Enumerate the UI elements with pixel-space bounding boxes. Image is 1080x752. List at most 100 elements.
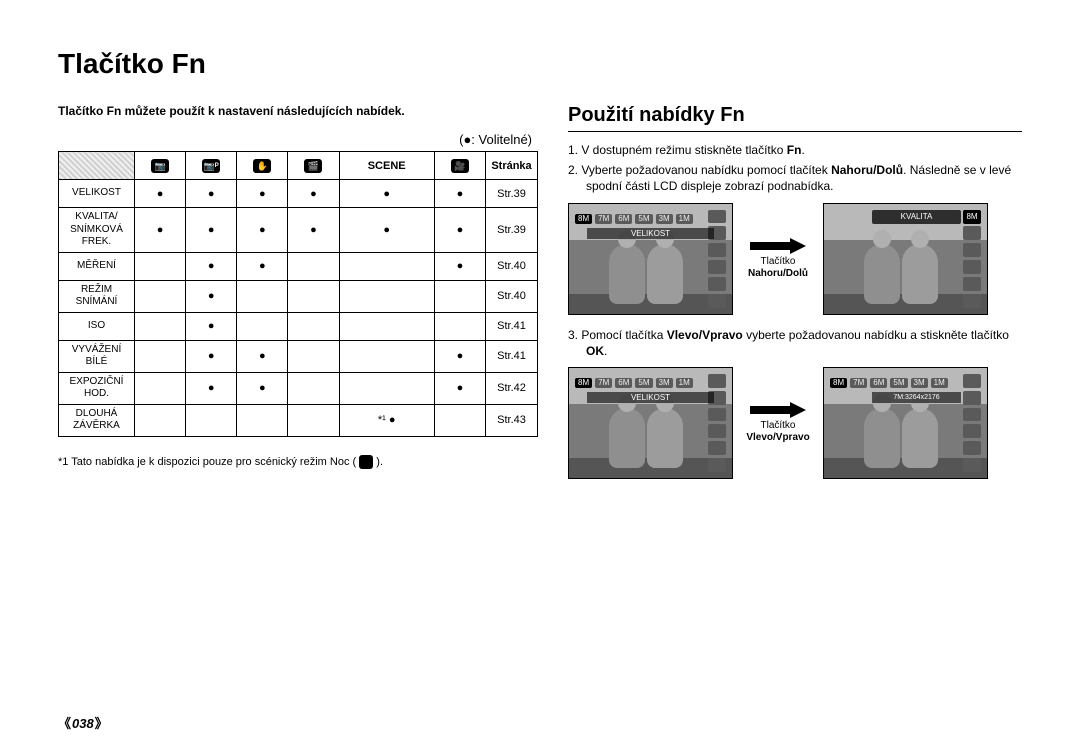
- dot-cell: [135, 340, 186, 372]
- dot-cell: ●: [288, 208, 339, 253]
- row-label: DLOUHÁZÁVĚRKA: [59, 404, 135, 436]
- page-cell: Str.40: [486, 252, 538, 280]
- dot-cell: ●: [186, 280, 237, 312]
- size-chip: 5M: [635, 214, 652, 224]
- dot-cell: [339, 372, 434, 404]
- step2-bold: Nahoru/Dolů: [831, 163, 903, 177]
- dot-cell: [288, 404, 339, 436]
- video-icon: 🎥: [451, 159, 469, 173]
- row-label: REŽIMSNÍMÁNÍ: [59, 280, 135, 312]
- dot-cell: [135, 404, 186, 436]
- dot-cell: ●: [186, 208, 237, 253]
- step-2: 2. Vyberte požadovanou nabídku pomocí tl…: [568, 162, 1022, 194]
- dot-cell: [135, 252, 186, 280]
- camera-p-icon: 📷ᴾ: [202, 159, 220, 173]
- lcd-c-label: VELIKOST: [587, 392, 714, 403]
- dot-cell: ●: [339, 208, 434, 253]
- feature-table: 📷 📷ᴾ ✋ 🎬 SCENE 🎥 Stránka VELIKOST●●●●●●S…: [58, 151, 538, 437]
- step3-post: .: [604, 344, 607, 358]
- th-scene: SCENE: [339, 152, 434, 180]
- lcd-b-label: KVALITA: [872, 210, 961, 224]
- dot-cell: [135, 372, 186, 404]
- dot-cell: *¹ ●: [339, 404, 434, 436]
- th-mode-0: 📷: [135, 152, 186, 180]
- page-cell: Str.41: [486, 340, 538, 372]
- camera-icon: 📷: [151, 159, 169, 173]
- th-mode-3: 🎬: [288, 152, 339, 180]
- page-cell: Str.42: [486, 372, 538, 404]
- dot-cell: ●: [434, 180, 485, 208]
- arrow-updown: Tlačítko Nahoru/Dolů: [741, 238, 815, 280]
- arrow1-line2: Nahoru/Dolů: [748, 268, 808, 279]
- table-row: VYVÁŽENÍBÍLÉ●●●Str.41: [59, 340, 538, 372]
- dot-cell: ●: [434, 340, 485, 372]
- dot-cell: [135, 280, 186, 312]
- size-chip: 7M: [595, 214, 612, 224]
- step1-bold: Fn: [787, 143, 802, 157]
- size-chip: 5M: [890, 378, 907, 388]
- diagram-row-2: 8M7M6M5M3M1M VELIKOST Tlačítko Vlevo/Vpr…: [568, 367, 1022, 479]
- section-rule: [568, 131, 1022, 132]
- lcd-b-rightcol: [963, 210, 981, 308]
- dot-cell: [288, 372, 339, 404]
- step3-b2: OK: [586, 344, 604, 358]
- dot-cell: [434, 404, 485, 436]
- diagram-row-1: 8M7M6M5M3M1M VELIKOST Tlačítko Nahoru/Do…: [568, 203, 1022, 315]
- table-row: MĚŘENÍ●●●Str.40: [59, 252, 538, 280]
- dot-cell: [288, 280, 339, 312]
- footnote-end: ).: [376, 455, 383, 467]
- size-chip: 8M: [575, 214, 592, 224]
- step3-mid: vyberte požadovanou nabídku a stiskněte …: [743, 328, 1009, 342]
- dot-cell: [339, 340, 434, 372]
- step3-b1: Vlevo/Vpravo: [667, 328, 743, 342]
- dot-cell: ●: [186, 312, 237, 340]
- row-label: KVALITA/SNÍMKOVÁFREK.: [59, 208, 135, 253]
- dot-cell: [288, 252, 339, 280]
- dot-cell: [237, 312, 288, 340]
- size-chip: 7M: [595, 378, 612, 388]
- page-cell: Str.39: [486, 208, 538, 253]
- left-column: Tlačítko Fn můžete použít k nastavení ná…: [58, 104, 538, 491]
- size-chip: 3M: [656, 378, 673, 388]
- dot-cell: [237, 280, 288, 312]
- steps-list-2: 3. Pomocí tlačítka Vlevo/Vpravo vyberte …: [568, 327, 1022, 359]
- page-cell: Str.40: [486, 280, 538, 312]
- dot-cell: ●: [237, 372, 288, 404]
- th-page: Stránka: [486, 152, 538, 180]
- dot-cell: [288, 312, 339, 340]
- section-title: Použití nabídky Fn: [568, 104, 1022, 127]
- size-chip: 5M: [635, 378, 652, 388]
- dot-cell: ●: [237, 208, 288, 253]
- size-chip: 6M: [615, 214, 632, 224]
- dot-cell: [339, 280, 434, 312]
- lcd-screen-a: 8M7M6M5M3M1M VELIKOST: [568, 203, 733, 315]
- dot-cell: ●: [135, 180, 186, 208]
- lcd-screen-d: 8M7M6M5M3M1M 7M:3264x2176: [823, 367, 988, 479]
- dot-cell: [339, 252, 434, 280]
- dot-cell: [237, 404, 288, 436]
- size-chip: 6M: [615, 378, 632, 388]
- clapper-icon: 🎬: [304, 159, 322, 173]
- step1-post: .: [801, 143, 804, 157]
- arrow2-line2: Vlevo/Vpravo: [746, 432, 809, 443]
- size-chip: 3M: [656, 214, 673, 224]
- lcd-d-topbar: 8M7M6M5M3M1M: [830, 374, 981, 392]
- page-number: 038: [58, 713, 108, 732]
- arrow-right-icon: [750, 402, 806, 418]
- arrow-leftright: Tlačítko Vlevo/Vpravo: [741, 402, 815, 444]
- row-label: EXPOZIČNÍHOD.: [59, 372, 135, 404]
- night-icon: [359, 455, 373, 469]
- page-cell: Str.43: [486, 404, 538, 436]
- intro-text: Tlačítko Fn můžete použít k nastavení ná…: [58, 104, 538, 118]
- dot-cell: [288, 340, 339, 372]
- table-row: VELIKOST●●●●●●Str.39: [59, 180, 538, 208]
- row-label: VELIKOST: [59, 180, 135, 208]
- dot-cell: [434, 280, 485, 312]
- lcd-screen-c: 8M7M6M5M3M1M VELIKOST: [568, 367, 733, 479]
- dot-cell: ●: [434, 208, 485, 253]
- hand-icon: ✋: [253, 159, 271, 173]
- table-row: KVALITA/SNÍMKOVÁFREK.●●●●●●Str.39: [59, 208, 538, 253]
- th-mode-5: 🎥: [434, 152, 485, 180]
- arrow2-line1: Tlačítko: [760, 420, 795, 431]
- lcd-c-topbar: 8M7M6M5M3M1M: [575, 374, 726, 392]
